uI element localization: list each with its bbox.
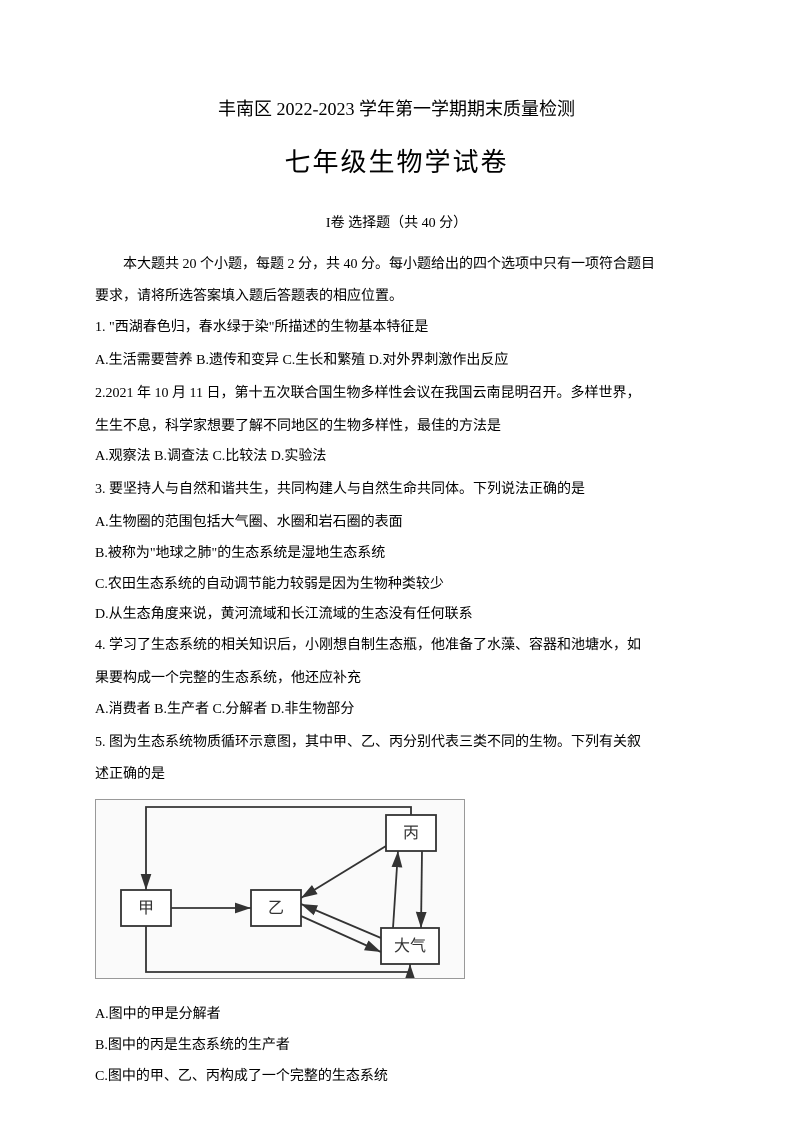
- question-5-optC: C.图中的甲、乙、丙构成了一个完整的生态系统: [95, 1062, 698, 1093]
- svg-text:大气: 大气: [394, 937, 426, 955]
- question-5-optA: A.图中的甲是分解者: [95, 1000, 698, 1031]
- question-3: 3. 要坚持人与自然和谐共生，共同构建人与自然生命共同体。下列说法正确的是: [95, 475, 698, 506]
- question-3-optB: B.被称为"地球之肺"的生态系统是湿地生态系统: [95, 539, 698, 570]
- question-5-line1: 5. 图为生态系统物质循环示意图，其中甲、乙、丙分别代表三类不同的生物。下列有关…: [95, 728, 698, 759]
- instructions-line2: 要求，请将所选答案填入题后答题表的相应位置。: [95, 282, 698, 313]
- diagram-svg: 甲 乙 丙大气: [95, 799, 465, 979]
- question-5-optB: B.图中的丙是生态系统的生产者: [95, 1031, 698, 1062]
- exam-title: 丰南区 2022-2023 学年第一学期期末质量检测: [95, 90, 698, 130]
- exam-subtitle: 七年级生物学试卷: [95, 134, 698, 191]
- question-1-options: A.生活需要营养 B.遗传和变异 C.生长和繁殖 D.对外界刺激作出反应: [95, 346, 698, 377]
- question-4-line1: 4. 学习了生态系统的相关知识后，小刚想自制生态瓶，他准备了水藻、容器和池塘水，…: [95, 631, 698, 662]
- instructions-line1: 本大题共 20 个小题，每题 2 分，共 40 分。每小题给出的四个选项中只有一…: [95, 250, 698, 281]
- svg-text:甲: 甲: [138, 900, 154, 917]
- question-4-options: A.消费者 B.生产者 C.分解者 D.非生物部分: [95, 695, 698, 726]
- ecosystem-diagram: 甲 乙 丙大气: [95, 799, 698, 992]
- section-header: I卷 选择题（共 40 分）: [95, 209, 698, 240]
- question-2-line2: 生生不息，科学家想要了解不同地区的生物多样性，最佳的方法是: [95, 412, 698, 443]
- question-4-line2: 果要构成一个完整的生态系统，他还应补充: [95, 664, 698, 695]
- question-3-optC: C.农田生态系统的自动调节能力较弱是因为生物种类较少: [95, 570, 698, 601]
- question-2-line1: 2.2021 年 10 月 11 日，第十五次联合国生物多样性会议在我国云南昆明…: [95, 379, 698, 410]
- svg-text:丙: 丙: [403, 825, 419, 842]
- question-3-optA: A.生物圈的范围包括大气圈、水圈和岩石圈的表面: [95, 508, 698, 539]
- question-5-line2: 述正确的是: [95, 760, 698, 791]
- question-3-optD: D.从生态角度来说，黄河流域和长江流域的生态没有任何联系: [95, 600, 698, 631]
- svg-text:乙: 乙: [268, 900, 284, 917]
- question-2-options: A.观察法 B.调查法 C.比较法 D.实验法: [95, 442, 698, 473]
- question-1: 1. "西湖春色归，春水绿于染"所描述的生物基本特征是: [95, 313, 698, 344]
